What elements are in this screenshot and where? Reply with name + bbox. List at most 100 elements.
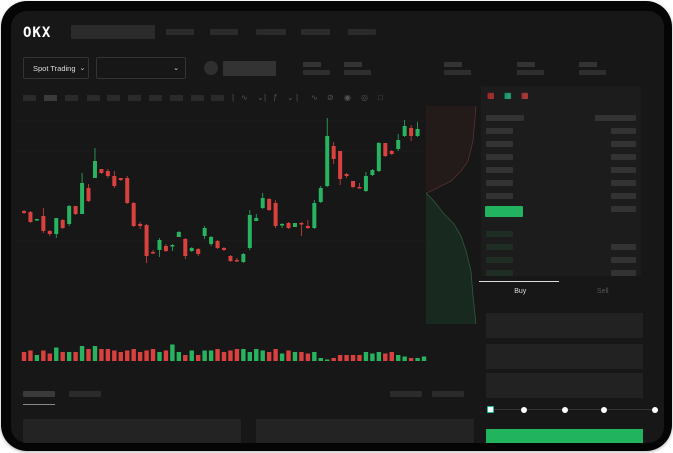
dropdown-icon[interactable]: ⌄	[257, 93, 264, 102]
ruler-icon[interactable]: ⊘	[327, 93, 334, 102]
orderbook-bids-view-icon[interactable]: ▦	[504, 91, 512, 100]
candle-body	[299, 223, 304, 225]
volume-bar	[125, 350, 130, 361]
fullscreen-icon[interactable]: □	[378, 93, 383, 102]
candle-body	[144, 225, 149, 256]
candle-body	[247, 215, 252, 248]
volume-bar	[221, 352, 227, 361]
line-tool-icon[interactable]: ∿	[311, 93, 318, 102]
volume-bar	[299, 352, 304, 361]
candle-body	[125, 178, 130, 203]
divider: |	[264, 93, 267, 102]
bottom-tab-history[interactable]	[69, 391, 101, 397]
slider-step-25[interactable]	[521, 407, 527, 413]
timeframe-button[interactable]	[23, 95, 36, 101]
volume-bar	[157, 352, 162, 361]
candle-body	[409, 128, 414, 136]
ask-amount	[611, 167, 636, 173]
volume-bar	[247, 352, 253, 361]
indicator-icon[interactable]: ∿	[241, 93, 248, 102]
volume-bar	[376, 352, 382, 361]
candle-body	[209, 237, 214, 244]
ask-price	[486, 141, 513, 147]
candle-body	[99, 169, 104, 173]
volume-bar	[208, 350, 214, 361]
buy-button[interactable]	[486, 429, 643, 443]
candle-body	[370, 170, 375, 175]
ask-price	[486, 154, 513, 160]
orderbook-both-view-icon[interactable]: ▦	[487, 91, 495, 100]
buy-tab-underline	[479, 281, 559, 282]
nav-item[interactable]	[348, 29, 376, 35]
candle-body	[176, 232, 181, 237]
candle-body	[267, 199, 272, 210]
bottom-action[interactable]	[432, 391, 464, 397]
volume-bar	[189, 350, 194, 361]
amount-input[interactable]	[486, 344, 643, 369]
volume-bar	[41, 350, 46, 361]
candle-body	[118, 178, 123, 180]
nav-item[interactable]	[210, 29, 238, 35]
volume-bar	[195, 355, 201, 361]
timeframe-button[interactable]	[149, 95, 162, 101]
formula-icon[interactable]: ƒ	[273, 93, 278, 102]
timeframe-button[interactable]	[44, 95, 57, 101]
candle-body	[54, 218, 59, 234]
volume-bar	[28, 350, 33, 361]
buy-tab[interactable]: Buy	[514, 288, 527, 295]
nav-item[interactable]	[301, 29, 330, 35]
volume-bar	[260, 350, 265, 361]
spot-trading-button[interactable]: Spot Trading ⌄	[23, 57, 89, 79]
volume-bar	[99, 349, 104, 361]
candle-body	[157, 240, 162, 250]
search-placeholder[interactable]	[71, 25, 155, 39]
pair-select[interactable]: ⌄	[96, 57, 186, 79]
sell-tab[interactable]: Sell	[596, 288, 609, 295]
amount-slider[interactable]	[491, 409, 656, 410]
nav-item[interactable]	[256, 29, 286, 35]
depth-bids-line	[426, 192, 477, 325]
okx-logo[interactable]: OKX	[23, 25, 52, 41]
dropdown-icon[interactable]: ⌄	[287, 93, 294, 102]
volume-bar	[112, 350, 117, 361]
bottom-action[interactable]	[390, 391, 422, 397]
slider-step-50[interactable]	[562, 407, 568, 413]
volume-bar	[305, 353, 311, 361]
candlestick-chart[interactable]	[16, 106, 431, 376]
candle-body	[60, 220, 65, 228]
timeframe-button[interactable]	[87, 95, 100, 101]
candle-body	[47, 231, 52, 234]
slider-step-100[interactable]	[652, 407, 658, 413]
slider-handle[interactable]	[487, 406, 494, 413]
candle-body	[312, 203, 317, 228]
bottom-card	[23, 419, 241, 443]
slider-step-75[interactable]	[601, 407, 607, 413]
ask-amount	[611, 206, 636, 212]
candle-body	[67, 206, 72, 224]
timeframe-button[interactable]	[107, 95, 120, 101]
camera-icon[interactable]: ◉	[344, 93, 351, 102]
ask-amount	[611, 154, 636, 160]
timeframe-button[interactable]	[128, 95, 141, 101]
candle-body	[202, 228, 207, 236]
timeframe-button[interactable]	[170, 95, 183, 101]
candle-body	[28, 212, 33, 222]
volume-bar	[370, 353, 375, 361]
settings-icon[interactable]: ◎	[361, 93, 368, 102]
candle-body	[363, 176, 368, 191]
total-input[interactable]	[486, 373, 643, 398]
candle-body	[170, 245, 175, 247]
candle-body	[105, 171, 110, 176]
candle-body	[318, 188, 323, 202]
volume-bar	[292, 352, 298, 361]
timeframe-button[interactable]	[211, 95, 224, 101]
stat-label	[444, 62, 462, 67]
orderbook-asks-view-icon[interactable]: ▦	[521, 91, 529, 100]
bottom-tab-orders[interactable]	[23, 391, 55, 397]
price-input[interactable]	[486, 313, 643, 338]
depth-chart	[426, 106, 477, 325]
timeframe-button[interactable]	[191, 95, 204, 101]
volume-bar	[228, 350, 233, 361]
timeframe-button[interactable]	[65, 95, 78, 101]
nav-item[interactable]	[166, 29, 194, 35]
